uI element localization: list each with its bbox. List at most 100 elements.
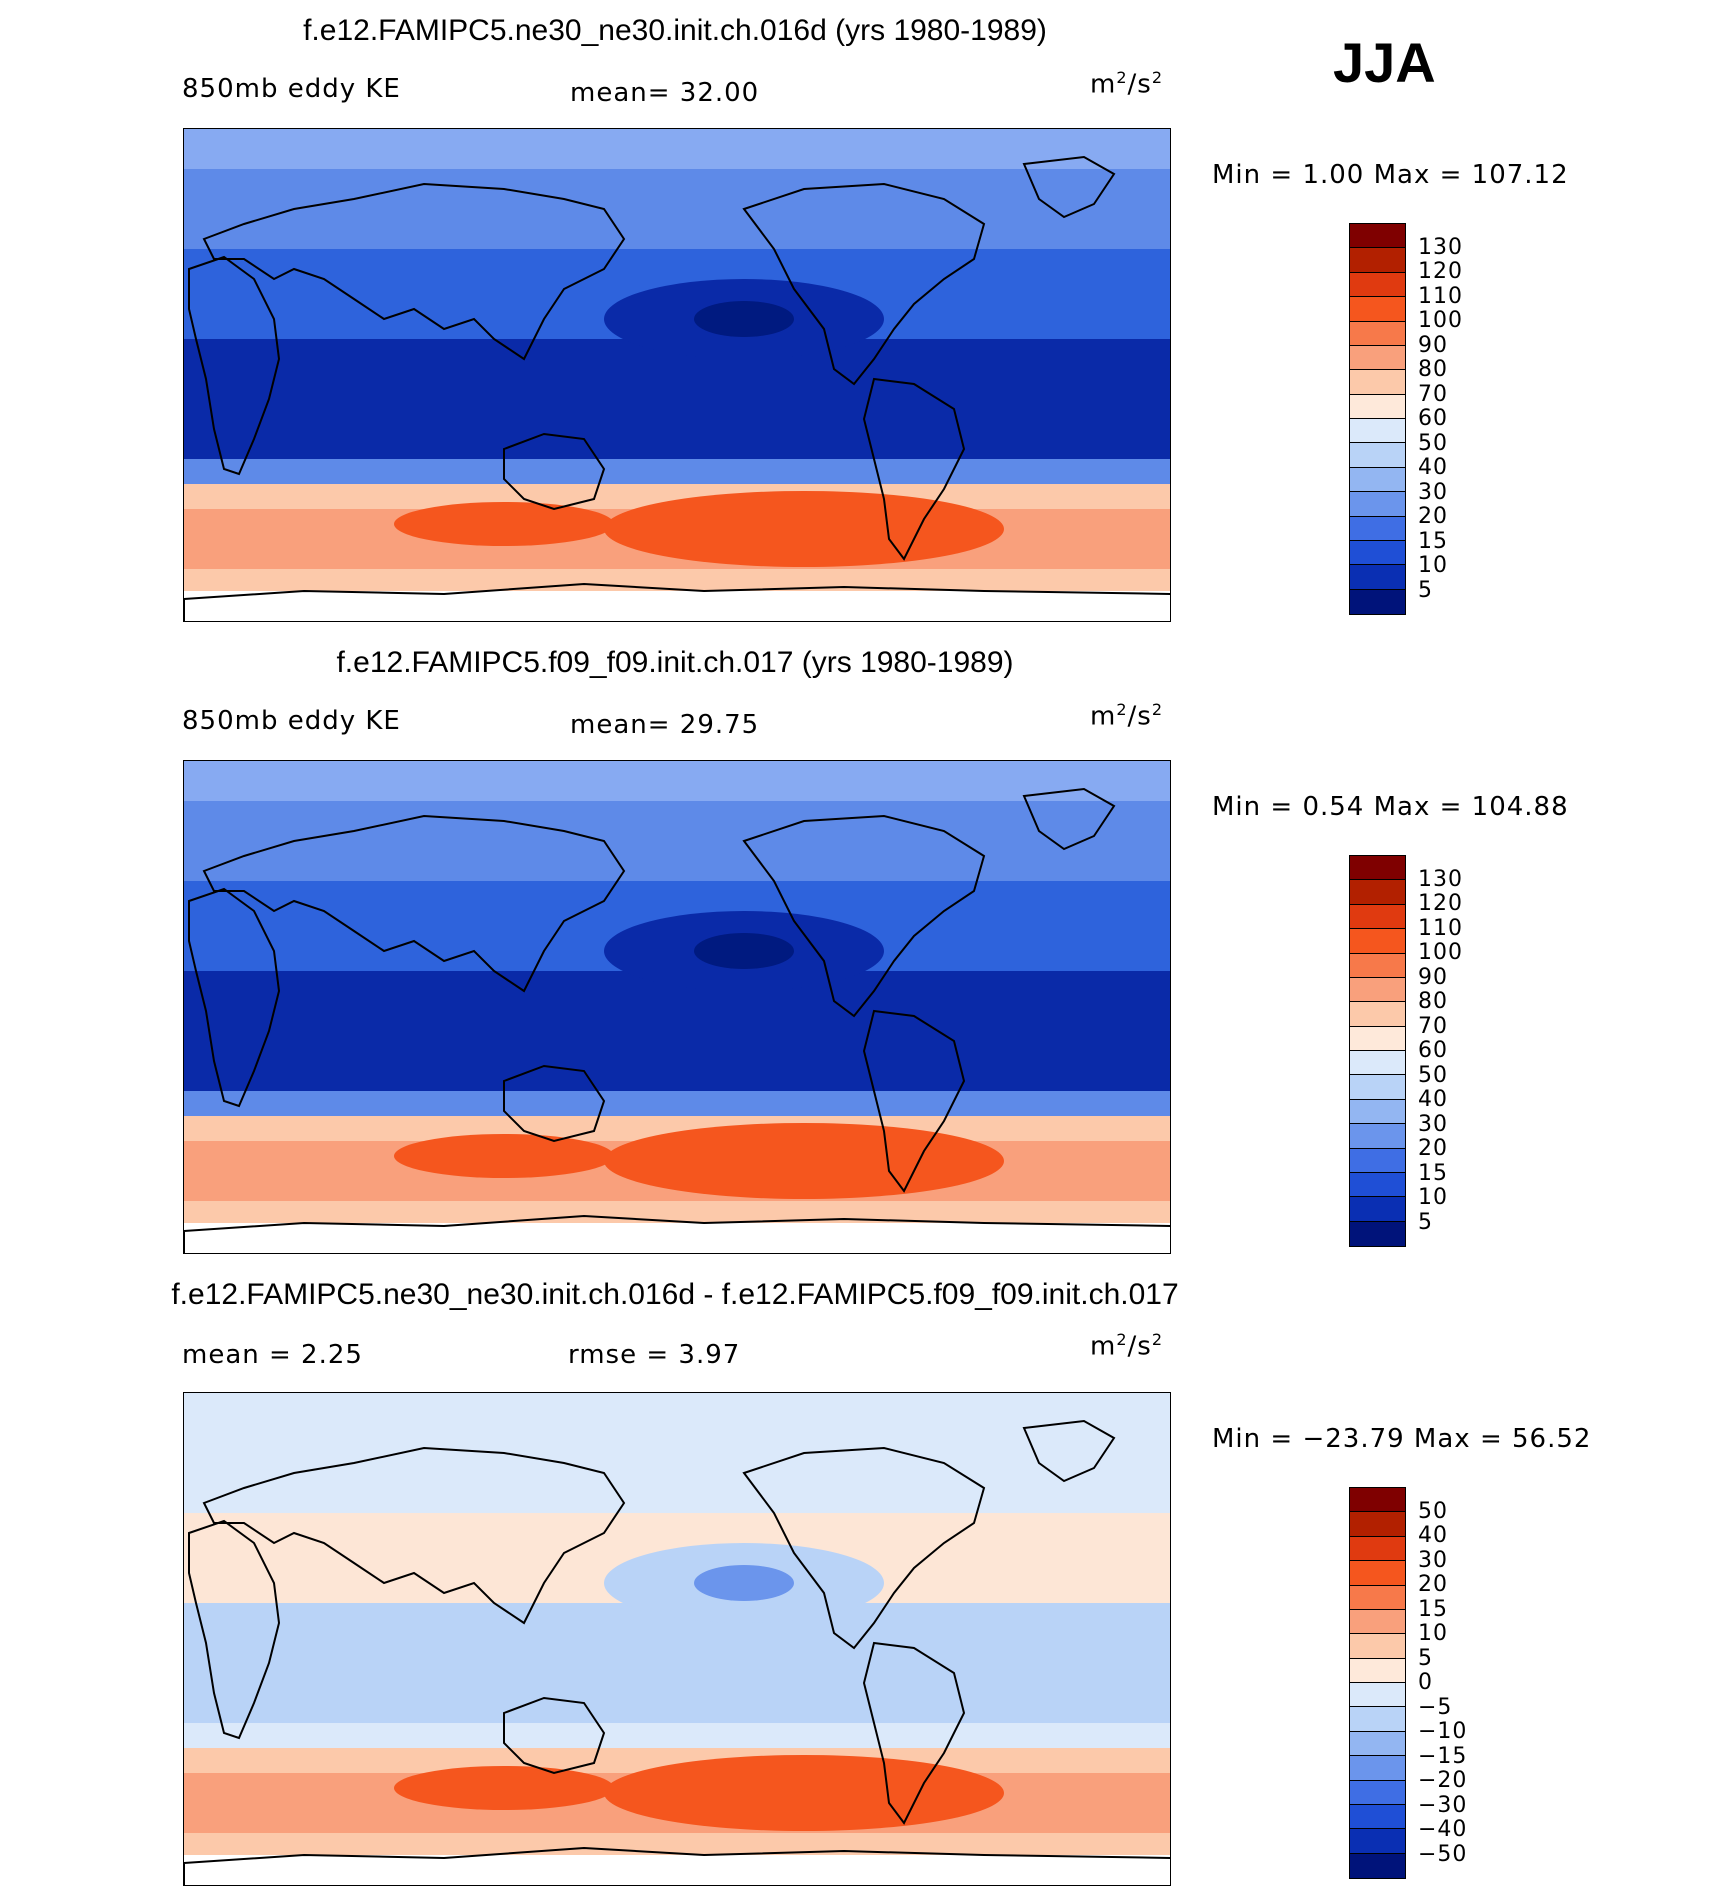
min-max-label: Min = 1.00 Max = 107.12 xyxy=(1212,160,1569,190)
field-band-tropics xyxy=(184,339,1170,459)
colorbar-box xyxy=(1350,1804,1405,1830)
colorbar-box xyxy=(1350,856,1405,881)
colorbar-tick-label: 50 xyxy=(1418,1062,1448,1088)
colorbar-tick-label: 50 xyxy=(1418,1498,1448,1524)
field-band-antarctica-mask xyxy=(184,591,1170,621)
colorbar-tick-label: 110 xyxy=(1418,915,1463,941)
mean-label: mean= 32.00 xyxy=(570,78,760,108)
colorbar-tick-label: 70 xyxy=(1418,1013,1448,1039)
colorbar-tick-label: 130 xyxy=(1418,866,1463,892)
continent-outline xyxy=(202,182,626,361)
field-band-subpolar xyxy=(184,801,1170,881)
mean-label: mean= 29.75 xyxy=(570,710,760,740)
colorbar-box xyxy=(1350,492,1405,517)
colorbar-tick-label: 20 xyxy=(1418,1572,1448,1597)
colorbar-box xyxy=(1350,1099,1405,1125)
contour-map xyxy=(183,760,1171,1254)
field-band-subpolar xyxy=(184,1433,1170,1513)
rmse-label: rmse = 3.97 xyxy=(568,1340,741,1370)
field-band-arctic xyxy=(184,1393,1170,1433)
colorbar-tick-label: 20 xyxy=(1418,504,1448,529)
mean-label: mean = 2.25 xyxy=(182,1340,363,1370)
colorbar-box xyxy=(1350,394,1405,419)
field-band-antarctica-mask xyxy=(184,1223,1170,1253)
colorbar-box xyxy=(1350,904,1405,930)
colorbar-box xyxy=(1350,1780,1405,1805)
colorbar-box xyxy=(1350,1051,1405,1076)
field-blob-southern-max xyxy=(604,1755,1004,1831)
colorbar-tick-label: −30 xyxy=(1418,1792,1468,1818)
units-label: m2/s2 xyxy=(1090,1330,1164,1362)
field-blob-indian-max xyxy=(394,502,614,546)
colorbar-tick-label: 40 xyxy=(1418,455,1448,480)
colorbar-tick-label: 5 xyxy=(1418,577,1433,603)
colorbar-tick-label: 90 xyxy=(1418,332,1448,358)
contour-map xyxy=(183,128,1171,622)
colorbar-tick-label: 70 xyxy=(1418,381,1448,407)
colorbar-box xyxy=(1350,1488,1405,1513)
colorbar-tick-label: 100 xyxy=(1418,940,1463,965)
colorbar-box xyxy=(1350,419,1405,444)
continent-outline xyxy=(1022,1419,1116,1483)
season-label: JJA xyxy=(1333,31,1436,94)
colorbar xyxy=(1349,1487,1406,1879)
colorbar-tick-label: 40 xyxy=(1418,1087,1448,1112)
colorbar-box xyxy=(1350,1731,1405,1757)
colorbar-tick-label: 10 xyxy=(1418,553,1448,578)
continent-outline xyxy=(503,432,606,511)
colorbar-tick-label: 80 xyxy=(1418,989,1448,1014)
continent-outline xyxy=(503,1064,606,1143)
colorbar-box xyxy=(1350,1002,1405,1027)
colorbar-tick-label: 0 xyxy=(1418,1670,1433,1695)
colorbar-box xyxy=(1350,516,1405,541)
colorbar-tick-label: 5 xyxy=(1418,1645,1433,1671)
field-band-southern-edge xyxy=(184,1833,1170,1855)
colorbar-box xyxy=(1350,1829,1405,1854)
colorbar-box xyxy=(1350,540,1405,566)
colorbar-box xyxy=(1350,1172,1405,1198)
panel-title: f.e12.FAMIPC5.ne30_ne30.init.ch.016d (yr… xyxy=(303,14,1047,47)
field-band-arctic xyxy=(184,129,1170,169)
continent-outline xyxy=(1022,155,1116,219)
colorbar-box xyxy=(1350,1124,1405,1149)
colorbar-tick-label: 10 xyxy=(1418,1185,1448,1210)
continent-outline xyxy=(184,582,1170,621)
continent-outline xyxy=(188,255,281,476)
panel-title: f.e12.FAMIPC5.f09_f09.init.ch.017 (yrs 1… xyxy=(336,646,1014,679)
min-max-label: Min = 0.54 Max = 104.88 xyxy=(1212,792,1569,822)
colorbar-tick-label: 15 xyxy=(1418,1160,1448,1186)
contour-map xyxy=(183,1392,1171,1886)
continent-outline xyxy=(862,377,966,561)
colorbar-tick-label: 30 xyxy=(1418,1547,1448,1573)
colorbar-box xyxy=(1350,1585,1405,1610)
colorbar-box xyxy=(1350,1853,1405,1878)
continent-outline xyxy=(742,814,986,1018)
variable-label: 850mb eddy KE xyxy=(182,74,401,104)
colorbar-box xyxy=(1350,321,1405,346)
min-max-label: Min = −23.79 Max = 56.52 xyxy=(1212,1424,1592,1454)
units-label: m2/s2 xyxy=(1090,68,1164,100)
continent-outline xyxy=(503,1696,606,1775)
colorbar-box xyxy=(1350,1197,1405,1222)
colorbar-box xyxy=(1350,1026,1405,1051)
field-blob-southern-max xyxy=(604,1123,1004,1199)
colorbar xyxy=(1349,855,1406,1247)
units-label: m2/s2 xyxy=(1090,700,1164,732)
colorbar-tick-label: 15 xyxy=(1418,1596,1448,1622)
colorbar-box xyxy=(1350,565,1405,590)
colorbar-tick-label: 50 xyxy=(1418,430,1448,456)
colorbar-tick-label: 130 xyxy=(1418,234,1463,260)
field-blob-pacific-core xyxy=(694,301,794,337)
colorbar-box xyxy=(1350,1683,1405,1708)
colorbar-tick-label: −20 xyxy=(1418,1768,1468,1793)
field-band-tropics xyxy=(184,971,1170,1091)
colorbar-tick-label: 90 xyxy=(1418,964,1448,990)
colorbar-tick-label: 5 xyxy=(1418,1209,1433,1235)
colorbar-tick-label: 40 xyxy=(1418,1523,1448,1548)
colorbar-tick-label: 60 xyxy=(1418,1038,1448,1063)
colorbar-box xyxy=(1350,1221,1405,1246)
field-blob-indian-max xyxy=(394,1766,614,1810)
colorbar-tick-label: −40 xyxy=(1418,1817,1468,1842)
colorbar-tick-label: −5 xyxy=(1418,1694,1453,1720)
colorbar-tick-label: 60 xyxy=(1418,406,1448,431)
